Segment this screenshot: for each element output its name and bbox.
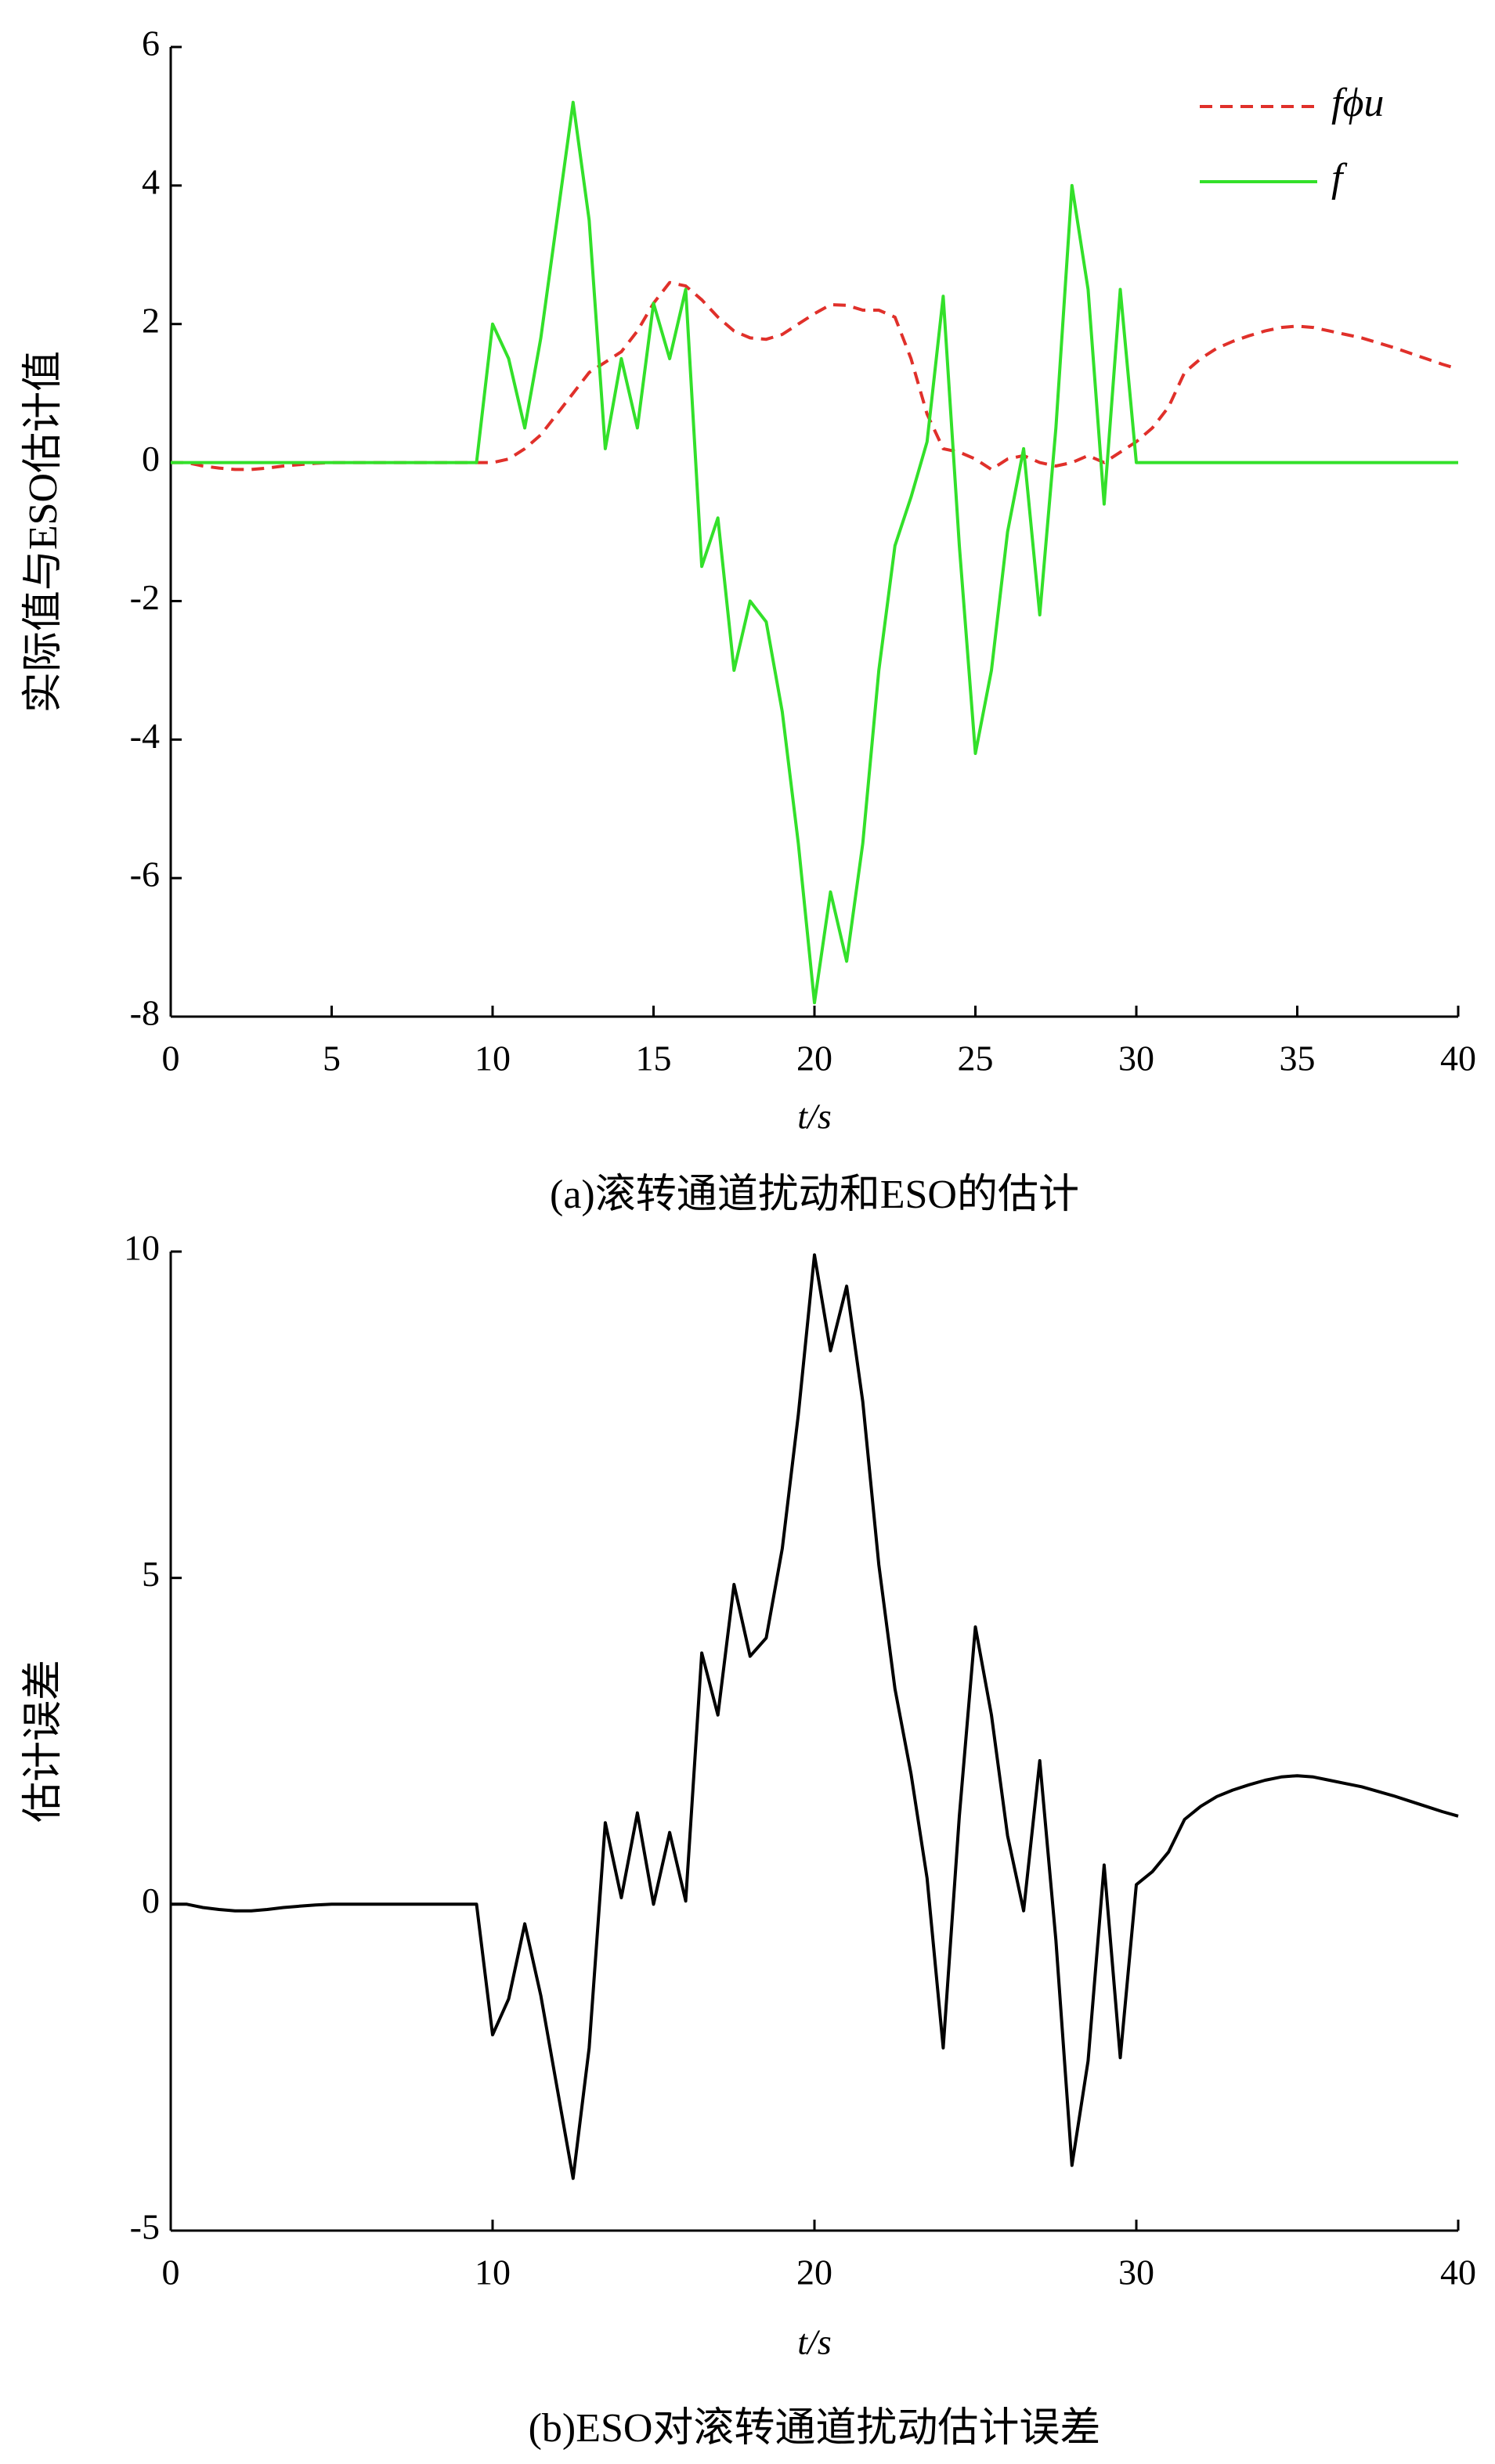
x-tick-label: 15 xyxy=(636,1039,672,1078)
y-tick-label: 4 xyxy=(142,161,160,201)
y-tick-label: -8 xyxy=(130,993,160,1033)
x-axis-label: t/s xyxy=(797,2322,831,2362)
y-tick-label: 2 xyxy=(142,300,160,340)
y-tick-label: 0 xyxy=(142,1881,160,1920)
x-tick-label: 35 xyxy=(1280,1039,1316,1078)
x-tick-label: 20 xyxy=(796,1039,832,1078)
data-line xyxy=(171,100,1458,1005)
y-tick-label: -4 xyxy=(130,716,160,756)
x-tick-label: 10 xyxy=(475,2253,511,2292)
x-tick-label: 0 xyxy=(162,2253,180,2292)
data-line xyxy=(171,280,1459,471)
y-tick-label: 10 xyxy=(124,1228,160,1268)
caption: (a)滚转通道扰动和ESO的估计 xyxy=(550,1172,1079,1217)
x-tick-label: 40 xyxy=(1440,1039,1476,1078)
x-tick-label: 25 xyxy=(958,1039,994,1078)
y-tick-label: 0 xyxy=(142,439,160,479)
y-tick-label: -5 xyxy=(130,2207,160,2247)
x-tick-label: 20 xyxy=(796,2253,832,2292)
x-tick-label: 10 xyxy=(475,1039,511,1078)
y-axis-label: 实际值与ESO估计值 xyxy=(21,351,66,713)
x-axis-label: t/s xyxy=(797,1097,831,1136)
y-tick-label: 6 xyxy=(142,23,160,63)
legend-label: f xyxy=(1331,156,1348,201)
y-axis-label: 估计误差 xyxy=(21,1660,66,1823)
x-tick-label: 30 xyxy=(1118,2253,1154,2292)
data-line xyxy=(171,1253,1459,2180)
y-tick-label: 5 xyxy=(142,1554,160,1594)
caption: (b)ESO对滚转通道扰动估计误差 xyxy=(529,2406,1101,2451)
x-tick-label: 5 xyxy=(323,1039,341,1078)
x-tick-label: 40 xyxy=(1440,2253,1476,2292)
y-tick-label: -2 xyxy=(130,577,160,617)
legend-label: fϕu xyxy=(1331,81,1384,125)
y-tick-label: -6 xyxy=(130,854,160,894)
x-tick-label: 0 xyxy=(162,1039,180,1078)
x-tick-label: 30 xyxy=(1118,1039,1154,1078)
